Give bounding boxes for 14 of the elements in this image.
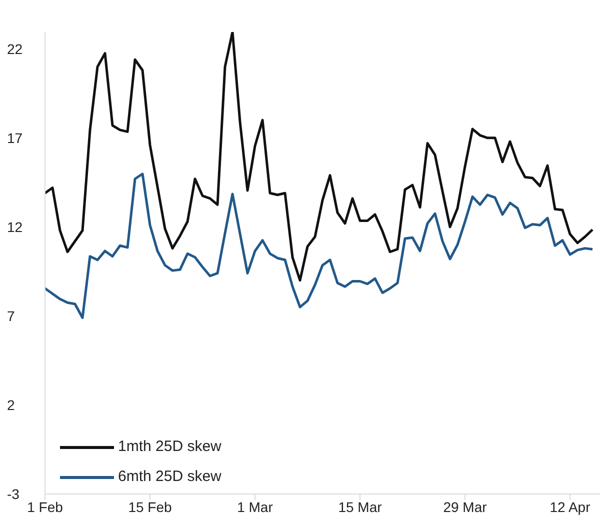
y-tick-label: 17 <box>7 130 23 146</box>
y-tick-label: 12 <box>7 218 23 235</box>
legend-label: 1mth 25D skew <box>118 437 222 457</box>
y-tick-label: 2 <box>7 396 15 413</box>
x-tick-label: 29 Mar <box>443 498 488 515</box>
y-tick-label: 22 <box>7 40 23 57</box>
x-tick-label: 12 Apr <box>550 498 591 515</box>
legend-label: 6mth 25D skew <box>118 467 222 487</box>
x-tick-label: 1 Feb <box>27 498 64 515</box>
x-tick-label: 15 Feb <box>128 498 172 515</box>
y-tick-label: -3 <box>7 486 20 502</box>
y-tick-label: 7 <box>7 308 15 324</box>
x-tick-label: 15 Mar <box>338 498 382 515</box>
x-tick-label: 1 Mar <box>237 498 274 515</box>
